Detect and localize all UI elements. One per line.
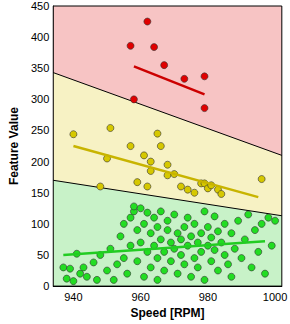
svg-text:Feature Value: Feature Value (7, 107, 21, 185)
svg-text:940: 940 (64, 291, 82, 303)
svg-text:960: 960 (131, 291, 149, 303)
svg-text:50: 50 (37, 249, 49, 261)
svg-text:250: 250 (31, 124, 49, 136)
svg-text:100: 100 (31, 218, 49, 230)
svg-text:450: 450 (31, 0, 49, 12)
svg-text:300: 300 (31, 93, 49, 105)
svg-text:980: 980 (199, 291, 217, 303)
svg-text:0: 0 (43, 280, 49, 292)
svg-text:150: 150 (31, 187, 49, 199)
svg-text:350: 350 (31, 62, 49, 74)
svg-text:200: 200 (31, 156, 49, 168)
svg-text:Speed [RPM]: Speed [RPM] (131, 306, 205, 320)
svg-text:400: 400 (31, 31, 49, 43)
svg-text:1000: 1000 (263, 291, 287, 303)
